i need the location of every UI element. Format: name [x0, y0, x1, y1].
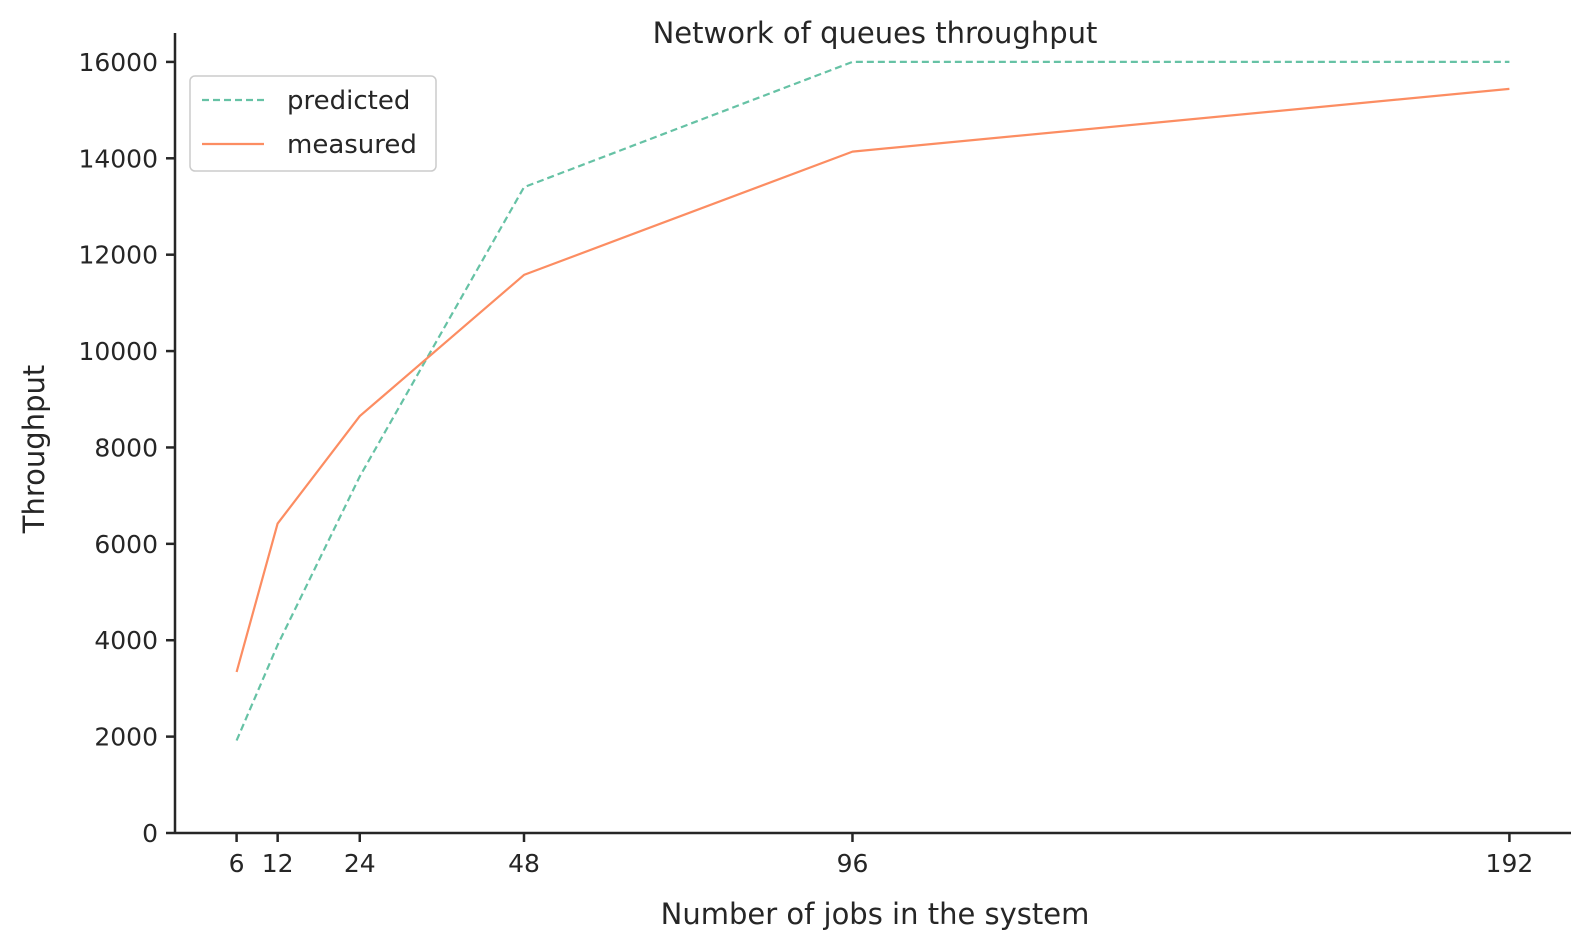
y-tick-label: 0: [142, 819, 158, 848]
legend: predicted measured: [189, 75, 437, 172]
series-line-predicted: [235, 60, 1510, 741]
legend-label-measured: measured: [287, 130, 417, 160]
y-ticks: 0 2000 4000 6000 8000 10000 12000 14000 16000: [78, 48, 175, 848]
x-ticks: 6 12 24 48 96 192: [229, 833, 1534, 878]
y-tick-label: 6000: [94, 530, 158, 559]
chart-title: Network of queues throughput: [653, 16, 1098, 50]
x-tick-label: 48: [508, 849, 540, 878]
y-tick-label: 4000: [94, 626, 158, 655]
x-tick-label: 24: [344, 849, 376, 878]
y-tick-label: 12000: [78, 241, 158, 270]
plot-area: [235, 60, 1510, 741]
y-tick-label: 10000: [78, 337, 158, 366]
series-line-measured: [235, 87, 1510, 673]
y-tick-label: 8000: [94, 433, 158, 462]
x-axis-label: Number of jobs in the system: [661, 897, 1090, 931]
y-axis-label: Throughput: [17, 365, 51, 534]
x-tick-label: 12: [262, 849, 294, 878]
x-tick-label: 6: [229, 849, 245, 878]
legend-label-predicted: predicted: [287, 86, 410, 116]
x-tick-label: 96: [837, 849, 869, 878]
y-tick-label: 14000: [78, 144, 158, 173]
y-tick-label: 2000: [94, 723, 158, 752]
y-tick-label: 16000: [78, 48, 158, 77]
x-tick-label: 192: [1486, 849, 1534, 878]
